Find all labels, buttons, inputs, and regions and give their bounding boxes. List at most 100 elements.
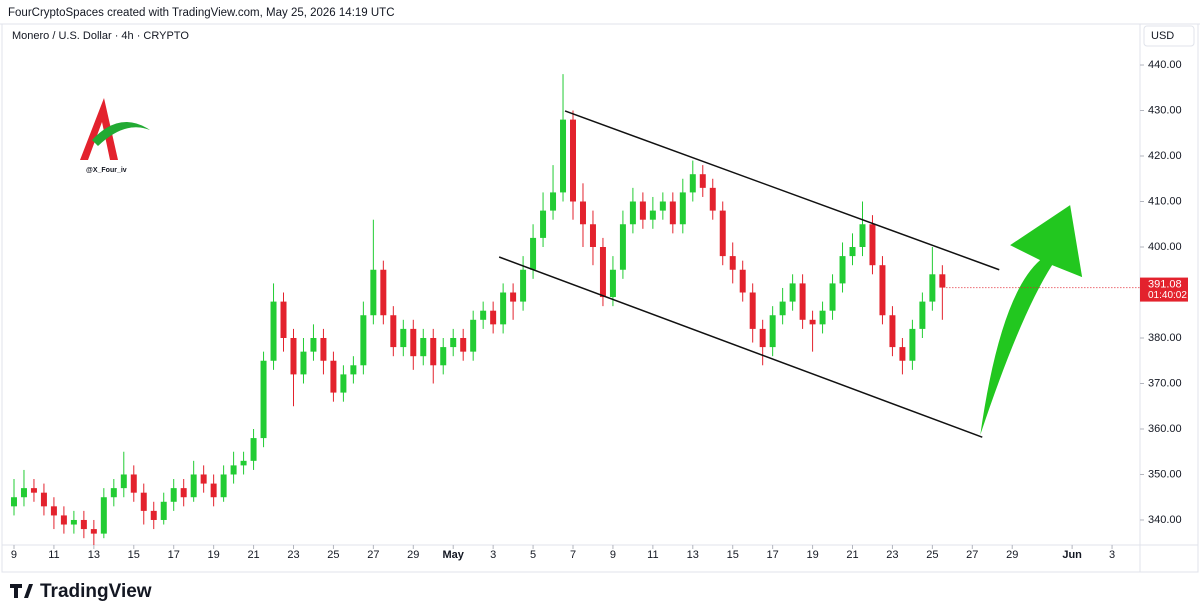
x-tick-label: 23: [886, 549, 898, 561]
x-tick-label: 3: [1109, 549, 1115, 561]
candle-body: [839, 256, 846, 284]
candle-body: [370, 269, 377, 316]
y-tick-label: 370.00: [1148, 377, 1182, 389]
x-tick-label: 13: [687, 549, 699, 561]
candle-body: [190, 474, 197, 498]
candle-body: [200, 474, 207, 484]
candle-body: [270, 301, 277, 361]
candle-body: [609, 269, 616, 298]
candle-body: [550, 192, 557, 211]
currency-box: [1143, 25, 1195, 47]
candle-body: [420, 337, 427, 357]
x-tick-label: 25: [327, 549, 339, 561]
x-tick-label: 11: [647, 549, 658, 561]
candle-body: [110, 488, 117, 498]
candle-body: [160, 501, 167, 520]
candle-body: [899, 347, 906, 361]
candle-body: [100, 497, 107, 534]
currency: USD: [1151, 30, 1174, 42]
candle-body: [809, 319, 816, 325]
candle-body: [759, 328, 766, 348]
candle-body: [310, 337, 317, 352]
y-tick-label: 440.00: [1148, 59, 1182, 71]
arrow: [980, 205, 1083, 435]
candle-body: [430, 337, 437, 366]
candle-body: [500, 292, 507, 325]
last-price-box: [1140, 277, 1188, 302]
candle-body: [739, 269, 746, 293]
candle-body: [50, 506, 57, 516]
x-tick-label: 17: [767, 549, 779, 561]
x-tick-label: Jun: [1062, 549, 1082, 561]
candle-body: [130, 474, 137, 493]
candle-body: [659, 201, 666, 211]
candle-body: [440, 347, 447, 366]
x-tick-label: 19: [806, 549, 818, 561]
candle-body: [470, 319, 477, 352]
x-tick-label: 13: [88, 549, 100, 561]
y-tick-label: 380.00: [1148, 332, 1182, 344]
candle-body: [919, 301, 926, 329]
candle-body: [290, 337, 297, 375]
x-tick-label: 9: [11, 549, 17, 561]
candle-body: [320, 337, 327, 361]
candle-body: [540, 210, 547, 238]
candle-body: [510, 292, 517, 302]
candle-body: [30, 488, 37, 493]
candle-body: [220, 474, 227, 498]
candle-body: [280, 301, 287, 338]
candle-body: [669, 201, 676, 225]
candle-body: [779, 301, 786, 316]
candle-body: [140, 492, 147, 511]
brand-icon: [10, 584, 33, 598]
candle-body: [250, 438, 257, 461]
candle-body: [649, 210, 656, 220]
candle-body: [90, 529, 97, 534]
y-tick-label: 430.00: [1148, 104, 1182, 116]
candle-body: [180, 488, 187, 498]
candle-body: [460, 337, 467, 352]
candle-body: [520, 269, 527, 302]
candle-body: [170, 488, 177, 502]
candle-body: [360, 315, 367, 366]
watermark-text: @X_Four_iv: [86, 167, 127, 174]
candle-body: [480, 310, 487, 320]
x-tick-label: 7: [570, 549, 576, 561]
candle-body: [929, 274, 936, 302]
candle-body: [869, 224, 876, 266]
candle-body: [849, 247, 856, 257]
logo-swoosh: [92, 122, 150, 146]
candle-body: [939, 274, 946, 288]
x-tick-label: 15: [128, 549, 140, 561]
candle-body: [490, 310, 497, 325]
candle-body: [340, 374, 347, 393]
last-price: 391.08: [1148, 278, 1182, 290]
trendline: [564, 110, 1000, 271]
candle-body: [20, 488, 27, 498]
candle-body: [679, 192, 686, 225]
candle-body: [40, 492, 47, 507]
candle-body: [300, 351, 307, 375]
logo-a: [80, 98, 118, 160]
x-tick-label: 23: [287, 549, 299, 561]
x-tick-label: 11: [48, 549, 59, 561]
candle-body: [819, 310, 826, 325]
credit: FourCryptoSpaces created with TradingVie…: [8, 7, 395, 19]
candle-body: [589, 224, 596, 248]
x-tick-label: 27: [367, 549, 379, 561]
candle-body: [699, 174, 706, 188]
x-tick-label: 21: [247, 549, 259, 561]
candle-body: [789, 283, 796, 302]
y-tick-label: 340.00: [1148, 514, 1182, 526]
logo-watermark: @X_Four_iv: [80, 98, 150, 174]
candle-body: [749, 292, 756, 329]
y-tick-label: 420.00: [1148, 150, 1182, 162]
brand-name: TradingView: [40, 581, 152, 602]
candle-body: [150, 510, 157, 520]
plot: [10, 74, 1083, 545]
x-tick-label: 29: [407, 549, 419, 561]
y-tick-label: 350.00: [1148, 468, 1182, 480]
countdown: 01:40:02: [1148, 290, 1187, 301]
candle-body: [879, 265, 886, 316]
